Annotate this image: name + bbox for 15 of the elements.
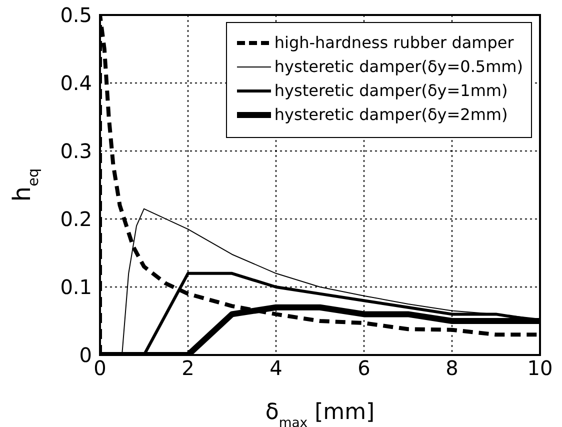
legend-label: hysteretic damper(δy=2mm) bbox=[274, 104, 508, 126]
y-tick-label: 0.4 bbox=[60, 71, 92, 96]
y-tick-label: 0.1 bbox=[60, 275, 92, 300]
x-tick-label: 4 bbox=[270, 356, 282, 380]
y-tick-label: 0.3 bbox=[60, 139, 92, 164]
y-tick-label: 0.2 bbox=[60, 207, 92, 232]
x-axis-title: δ$_{max}$ [mm] bbox=[265, 400, 375, 427]
legend-label: hysteretic damper(δy=0.5mm) bbox=[274, 56, 523, 78]
x-tick-label: 2 bbox=[182, 356, 194, 380]
legend-label: high-hardness rubber damper bbox=[274, 32, 514, 54]
x-tick-label: 6 bbox=[358, 356, 370, 380]
x-tick-label: 10 bbox=[527, 356, 553, 380]
y-tick-label: 0.5 bbox=[60, 3, 92, 28]
legend-label: hysteretic damper(δy=1mm) bbox=[274, 80, 508, 102]
x-tick-label: 8 bbox=[446, 356, 458, 380]
